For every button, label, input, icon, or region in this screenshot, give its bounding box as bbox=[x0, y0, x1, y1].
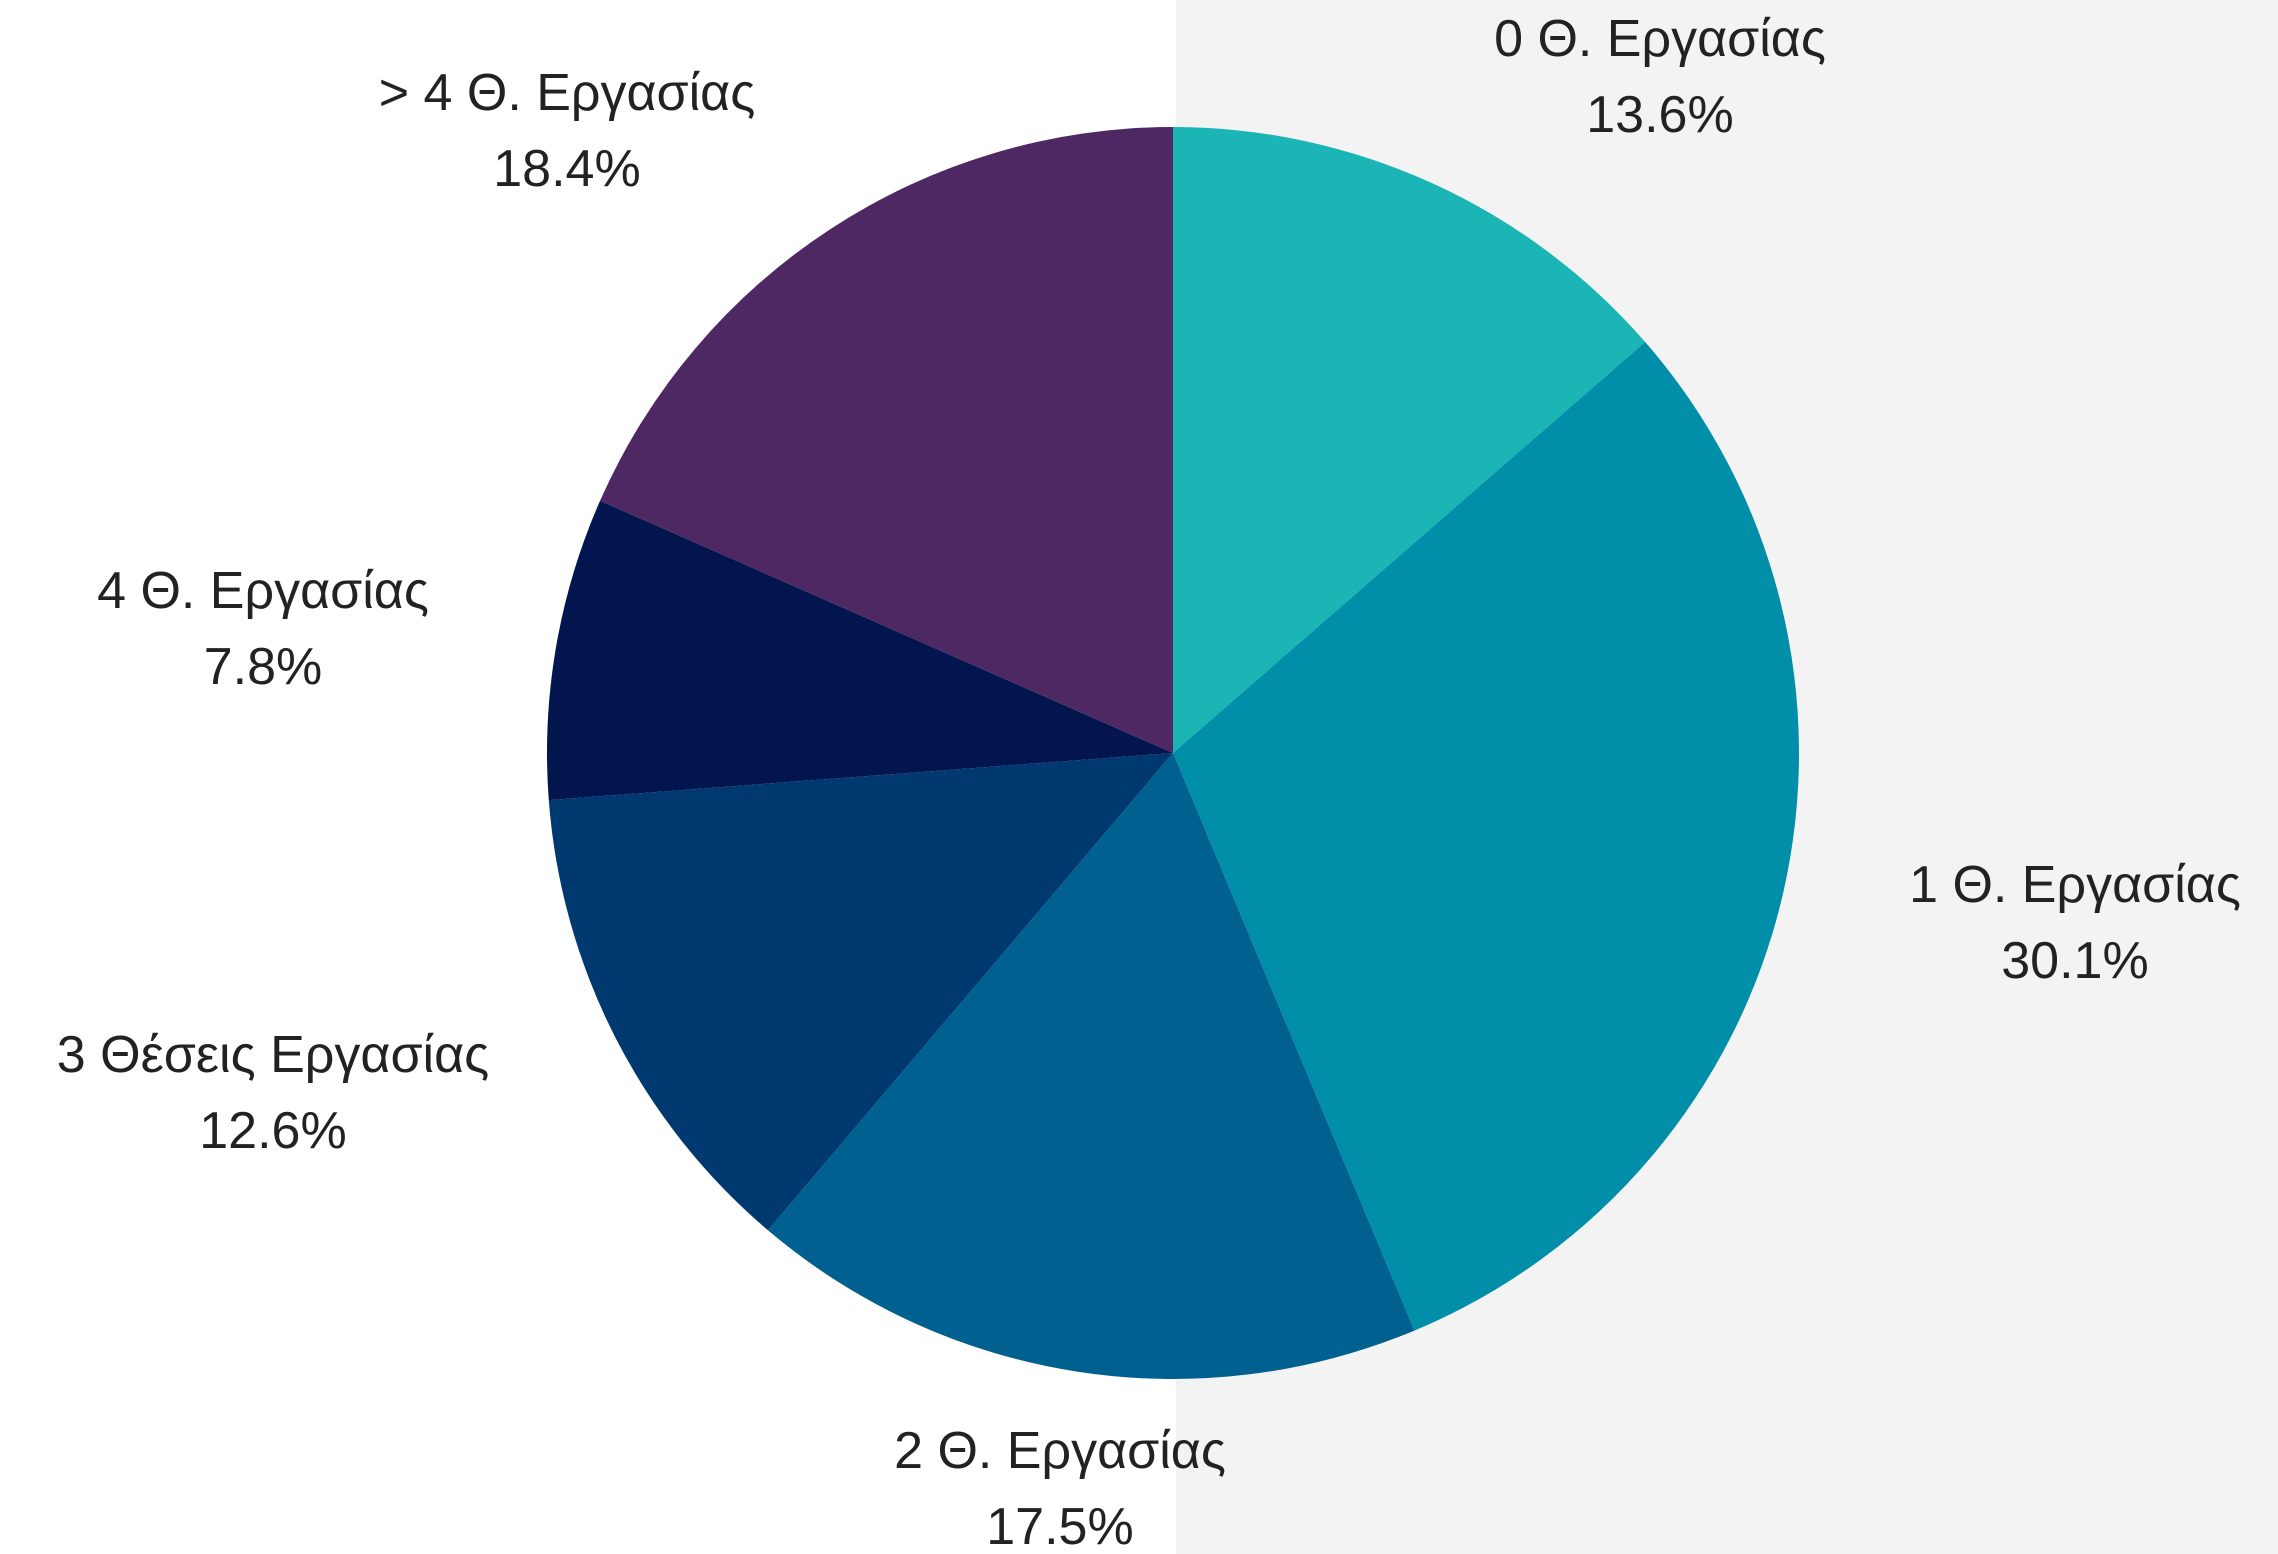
slice-category-label: > 4 Θ. Εργασίας bbox=[379, 64, 756, 122]
slice-value-label: 18.4% bbox=[493, 140, 640, 198]
pie-slice bbox=[600, 126, 1173, 753]
pie-slice bbox=[1173, 341, 1799, 1331]
slice-category-label: 3 Θέσεις Εργασίας bbox=[57, 1026, 489, 1084]
slice-category-label: 4 Θ. Εργασίας bbox=[97, 562, 429, 620]
slice-category-label: 2 Θ. Εργασίας bbox=[894, 1422, 1226, 1480]
pie-slice bbox=[1173, 127, 1646, 753]
slice-value-label: 7.8% bbox=[204, 638, 323, 696]
slice-value-label: 30.1% bbox=[2001, 932, 2148, 990]
slice-value-label: 17.5% bbox=[986, 1498, 1133, 1554]
slice-value-label: 13.6% bbox=[1586, 86, 1733, 144]
pie-slice bbox=[547, 500, 1173, 801]
pie-slice bbox=[767, 753, 1415, 1380]
pie-slices bbox=[547, 126, 1799, 1380]
slice-labels: 0 Θ. Εργασίας 13.6% 1 Θ. Εργασίας 30.1% 2 Θ.… bbox=[57, 10, 2241, 1554]
pie-slice bbox=[548, 753, 1173, 1231]
slice-value-label: 12.6% bbox=[199, 1102, 346, 1160]
slice-category-label: 0 Θ. Εργασίας bbox=[1494, 10, 1826, 68]
slice-category-label: 1 Θ. Εργασίας bbox=[1909, 856, 2241, 914]
